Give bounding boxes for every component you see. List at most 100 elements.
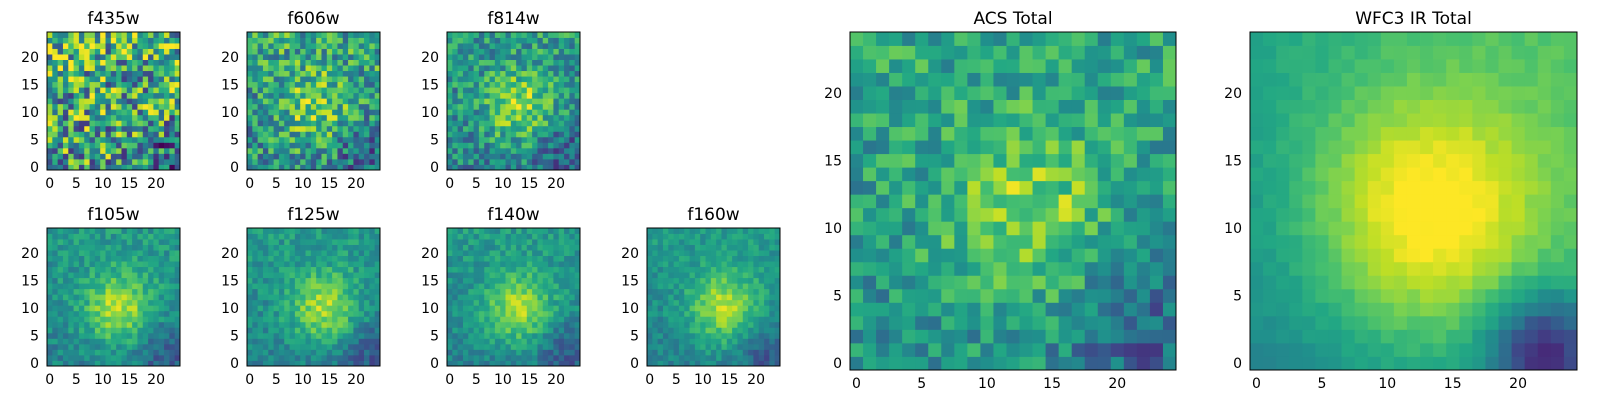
heatmap-cell xyxy=(164,103,170,110)
heatmap-cell xyxy=(47,277,53,284)
heatmap-cell xyxy=(447,266,453,273)
heatmap-cell xyxy=(353,158,360,165)
heatmap-cell xyxy=(569,272,576,279)
heatmap-cell xyxy=(500,261,506,268)
heatmap-cell xyxy=(164,332,170,339)
heatmap-cell xyxy=(967,329,981,344)
heatmap-cell xyxy=(337,48,344,55)
heatmap-cell xyxy=(132,76,138,83)
heatmap-cell xyxy=(358,48,365,55)
heatmap-cell xyxy=(1136,248,1151,263)
heatmap-cell xyxy=(116,283,122,290)
heatmap-cell xyxy=(742,349,749,356)
heatmap-cell xyxy=(348,32,354,38)
heatmap-cell xyxy=(694,321,701,328)
heatmap-cell xyxy=(110,158,117,165)
heatmap-cell xyxy=(294,288,301,295)
heatmap-cell xyxy=(342,81,349,88)
heatmap-cell xyxy=(876,248,890,263)
heatmap-cell xyxy=(332,43,338,49)
heatmap-cell xyxy=(526,48,533,55)
heatmap-cell xyxy=(153,65,160,72)
heatmap-cell xyxy=(928,261,942,276)
heatmap-cell xyxy=(452,338,459,345)
heatmap-cell xyxy=(662,261,669,268)
heatmap-cell xyxy=(526,103,533,110)
heatmap-cell xyxy=(100,114,106,121)
heatmap-cell xyxy=(337,244,344,251)
heatmap-cell xyxy=(105,354,112,361)
heatmap-cell xyxy=(105,261,112,268)
heatmap-cell xyxy=(294,65,301,72)
heatmap-cell xyxy=(537,164,544,171)
heatmap-cell xyxy=(941,302,955,317)
heatmap-cell xyxy=(252,114,259,121)
heatmap-cell xyxy=(278,244,285,251)
heatmap-cell xyxy=(142,125,149,132)
heatmap-cell xyxy=(84,147,90,154)
heatmap-cell xyxy=(153,70,160,77)
heatmap-cell xyxy=(1045,113,1060,128)
heatmap-cell xyxy=(1032,288,1046,303)
heatmap-cell xyxy=(305,261,312,268)
heatmap-cell xyxy=(100,32,106,38)
heatmap-cell xyxy=(473,48,480,55)
heatmap-cell xyxy=(915,207,929,222)
heatmap-cell xyxy=(132,354,138,361)
heatmap-cell xyxy=(174,244,181,251)
heatmap-cell xyxy=(305,321,312,328)
heatmap-cell xyxy=(863,167,877,182)
heatmap-cell xyxy=(68,255,74,262)
heatmap-cell xyxy=(84,277,90,284)
heatmap-cell xyxy=(716,360,722,367)
heatmap-cell xyxy=(126,277,133,284)
heatmap-cell xyxy=(142,239,149,245)
heatmap-cell xyxy=(137,266,144,273)
heatmap-cell xyxy=(262,43,269,49)
heatmap-cell xyxy=(369,288,376,295)
heatmap-cell xyxy=(47,261,53,268)
heatmap-cell xyxy=(726,244,733,251)
heatmap-cell xyxy=(753,228,760,234)
heatmap-cell xyxy=(126,87,133,94)
heatmap-cell xyxy=(62,70,69,77)
heatmap-cell xyxy=(89,147,96,154)
heatmap-cell xyxy=(116,120,122,127)
heatmap-cell xyxy=(1032,248,1046,263)
heatmap-cell xyxy=(257,48,264,55)
heatmap-cell xyxy=(473,266,480,273)
heatmap-cell xyxy=(1058,288,1073,303)
heatmap-cell xyxy=(332,114,338,121)
heatmap-cell xyxy=(863,99,877,114)
heatmap-cell xyxy=(526,266,533,273)
heatmap-cell xyxy=(574,310,581,317)
heatmap-cell xyxy=(164,109,170,116)
heatmap-cell xyxy=(326,43,333,49)
heatmap-cell xyxy=(484,43,490,49)
heatmap-cell xyxy=(73,354,80,361)
heatmap-cell xyxy=(574,37,581,44)
heatmap-cell xyxy=(510,239,517,245)
heatmap-cell xyxy=(447,114,453,121)
heatmap-cell xyxy=(737,244,744,251)
heatmap-cell xyxy=(247,349,253,356)
heatmap-cell xyxy=(902,207,916,222)
heatmap-cell xyxy=(769,283,776,290)
heatmap-cell xyxy=(100,266,106,273)
heatmap-cell xyxy=(332,360,338,367)
heatmap-cell xyxy=(73,332,80,339)
heatmap-cell xyxy=(764,310,770,317)
heatmap-cell xyxy=(521,277,528,284)
heatmap-cell xyxy=(257,283,264,290)
heatmap-cell xyxy=(110,59,117,66)
heatmap-cell xyxy=(100,261,106,268)
heatmap-cell xyxy=(1149,140,1164,155)
heatmap-cell xyxy=(148,76,154,83)
heatmap-cell xyxy=(84,98,90,105)
heatmap-cell xyxy=(310,142,317,149)
heatmap-cell xyxy=(569,277,576,284)
heatmap-cell xyxy=(105,114,112,121)
heatmap-cell xyxy=(89,37,96,44)
heatmap-cell xyxy=(300,81,306,88)
heatmap-cell xyxy=(548,98,554,105)
